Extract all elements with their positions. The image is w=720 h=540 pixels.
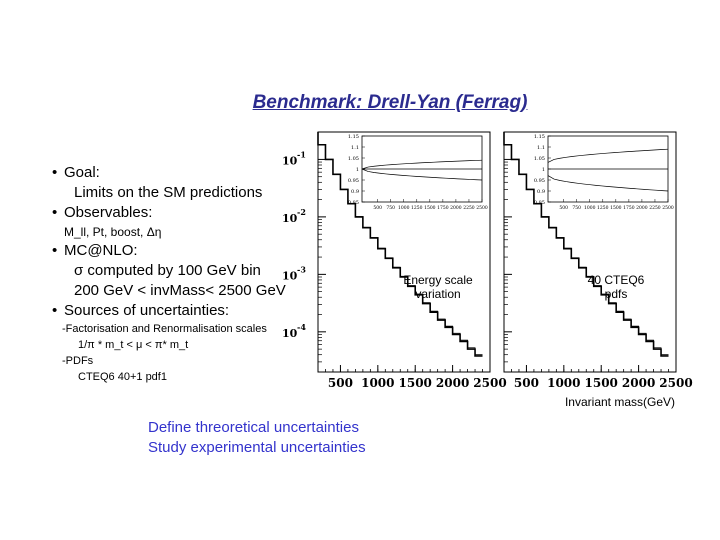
panel2-inset-y-tick-label: 1.15	[534, 134, 545, 140]
panel2-inset-x-tick-label: 2000	[636, 205, 648, 211]
bullet-pdfs: -PDFs	[62, 355, 94, 367]
panel2-x-tick-label: 2000	[622, 376, 655, 390]
panel1-x-tick-label: 1000	[361, 376, 394, 390]
footer-line-2: Study experimental uncertainties	[148, 439, 366, 456]
bullet-fact-detail: 1/π * m_t < μ < π* m_t	[78, 339, 189, 351]
panel1-y-tick-label-exp: -1	[297, 149, 306, 159]
panel2-x-tick-label: 500	[514, 376, 539, 390]
panel1-inset-y-tick-label: 1.05	[348, 156, 359, 162]
panel1-inset-series-1	[361, 159, 483, 170]
panel1-frame	[317, 131, 491, 373]
panel1-inset-series-2	[361, 168, 483, 181]
bullet-observables-label: Observables:	[64, 204, 153, 221]
footer-line-1: Define threoretical uncertainties	[148, 419, 359, 436]
panel2-inset-y-tick-label: 1.05	[534, 156, 545, 162]
panel2-x-tick-label: 1500	[585, 376, 618, 390]
panel1-histogram-series	[317, 132, 483, 357]
panel2-inset-series-1	[547, 148, 669, 163]
panel1-x-tick-label: 2500	[473, 376, 506, 390]
bullet-mcnlo-detail-2: 200 GeV < invMass< 2500 GeV	[74, 282, 286, 299]
panel1-inset-y-tick-label: 1.15	[348, 134, 359, 140]
panel2-inset-x-tick-label: 750	[572, 205, 581, 211]
panel1-inset-y-tick-label: 0.95	[348, 178, 359, 184]
panel1-annotation: Energy scale	[403, 273, 473, 287]
bullet-fact: -Factorisation and Renormalisation scale…	[62, 323, 267, 335]
panel2-inset-frame	[547, 135, 669, 203]
panel1-inset-x-tick-label: 2250	[463, 205, 475, 211]
panel2-inset-x-tick-label: 2500	[662, 205, 674, 211]
panel1-inset-x-tick-label: 1750	[437, 205, 449, 211]
panel2-inset-x-tick-label: 2250	[649, 205, 661, 211]
panel1-inset-frame	[361, 135, 483, 203]
panel1-inset-y-tick-label: 1.1	[351, 145, 359, 151]
bullet-sources: • Sources of uncertainties:	[52, 302, 230, 319]
panel2-inset-x-tick-label: 1000	[584, 205, 596, 211]
panel2-inset-y-tick-label: 1.1	[537, 145, 545, 151]
panel1-inset-x-tick-label: 2000	[450, 205, 462, 211]
panel1-inset-y-tick-label: 0.85	[348, 200, 359, 206]
panel2-inset-x-tick-label: 500	[559, 205, 568, 211]
panel1-histogram-band	[318, 144, 483, 355]
panel1-inset-x-tick-label: 1000	[398, 205, 410, 211]
panel2-inset-y-tick-label: 0.95	[534, 178, 545, 184]
bullet-mcnlo-label: MC@NLO:	[64, 242, 138, 259]
bullet-pdfs-detail: CTEQ6 40+1 pdf1	[78, 371, 167, 383]
panel2-inset-series-2	[547, 175, 669, 192]
panel2-frame	[503, 131, 677, 373]
panel1-inset-x-tick-label: 750	[386, 205, 395, 211]
panel2-x-tick-label: 2500	[659, 376, 692, 390]
panel2-x-axis-label: Invariant mass(GeV)	[565, 395, 675, 409]
panel2-inset-y-tick-label: 0.85	[534, 200, 545, 206]
panel2-inset-x-tick-label: 1250	[597, 205, 609, 211]
panel2-inset-x-tick-label: 1750	[623, 205, 635, 211]
panel1-inset-y-tick-label: 1	[356, 167, 359, 173]
bullet-list: • Goal: Limits on the SM predictions • Obs…	[52, 163, 312, 385]
panel1-inset-x-tick-label: 2500	[476, 205, 488, 211]
bullet-observables: • Observables:	[52, 204, 153, 221]
panel2-annotation: 40 CTEQ6	[588, 273, 645, 287]
panel1-inset-x-tick-label: 1500	[424, 205, 436, 211]
slide-title: Benchmark: Drell-Yan (Ferrag)	[252, 92, 528, 113]
panel1-x-tick-label: 500	[328, 376, 353, 390]
panel1-inset-x-tick-label: 1250	[411, 205, 423, 211]
bullet-mcnlo-detail-1: σ computed by 100 GeV bin	[74, 262, 261, 279]
panel1-x-tick-label: 1500	[399, 376, 432, 390]
panel1-x-tick-label: 2000	[436, 376, 469, 390]
panel2-inset-y-tick-label: 0.9	[537, 189, 545, 195]
panel2-annotation: pdfs	[605, 287, 628, 301]
panel1-inset-y-tick-label: 0.9	[351, 189, 359, 195]
panel2-inset-y-tick-label: 1	[542, 167, 545, 173]
panel2-inset-x-tick-label: 1500	[610, 205, 622, 211]
bullet-sources-label: Sources of uncertainties:	[64, 302, 230, 319]
footer-notes: Define threoretical uncertainties Study …	[148, 418, 366, 458]
bullet-observables-detail: M_ll, Pt, boost, Δη	[64, 225, 162, 239]
bullet-goal-label: Goal:	[64, 164, 100, 181]
bullet-goal: • Goal:	[52, 164, 100, 181]
panel2-x-tick-label: 1000	[547, 376, 580, 390]
bullet-goal-detail: Limits on the SM predictions	[74, 184, 263, 201]
bullet-mcnlo: • MC@NLO:	[52, 242, 138, 259]
panel2-histogram-series	[503, 132, 669, 357]
panel2-histogram-band	[504, 144, 669, 355]
panel1-inset-x-tick-label: 500	[373, 205, 382, 211]
panel1-annotation: variation	[415, 287, 460, 301]
